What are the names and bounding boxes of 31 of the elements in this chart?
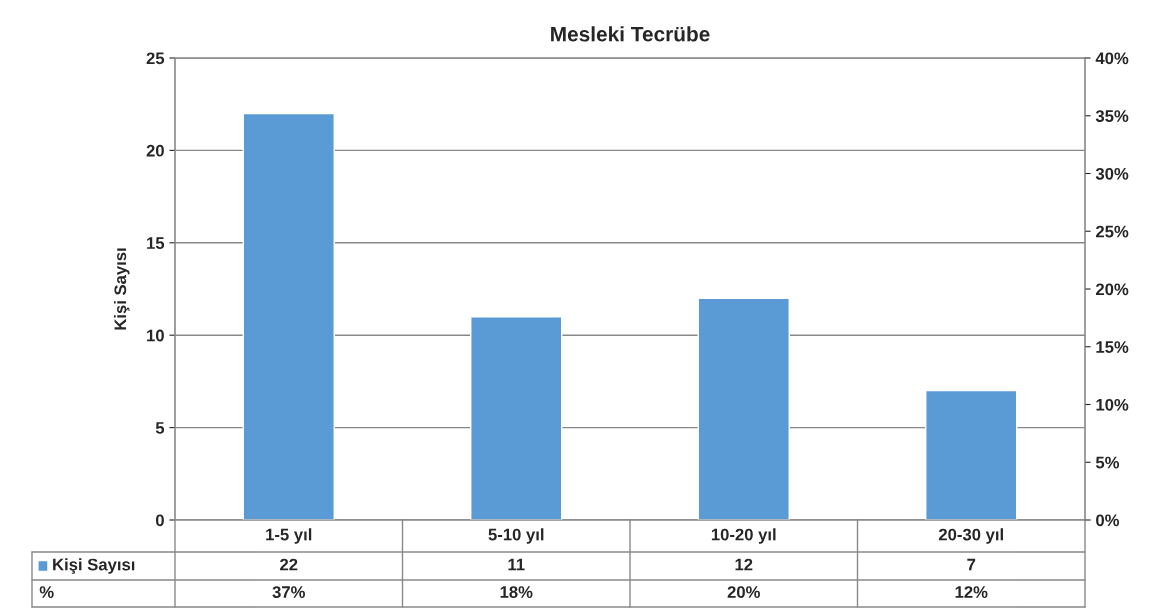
y-tick-label: 0: [155, 514, 164, 527]
text: %: [39, 586, 54, 598]
y2-tick-label: 5%: [1095, 456, 1120, 469]
y2-tick-label: 25%: [1095, 225, 1129, 238]
data-label: 11: [508, 558, 525, 571]
x-tick-label: 5-10 yıl: [488, 528, 544, 544]
y2-tick-label: 15%: [1096, 341, 1129, 353]
data-label: 12: [735, 558, 753, 571]
x-tick-label: 20-30 yıl: [938, 528, 1003, 544]
data-label: 7: [967, 558, 976, 571]
data-label: 22: [280, 558, 298, 571]
y-tick-label: 25: [146, 52, 165, 65]
y2-tick-label: 20%: [1095, 283, 1129, 296]
text: 37%: [272, 586, 305, 598]
y2-tick-label: 0%: [1096, 514, 1120, 527]
y2-tick-label: 30%: [1095, 167, 1129, 180]
x-tick-label: 1-5 yıl: [266, 528, 312, 544]
y2-tick-label: 10%: [1096, 398, 1129, 411]
y-tick-label: 10: [147, 329, 164, 342]
legend-label: Kişi Sayısı: [53, 558, 135, 574]
y2-tick-label: 40%: [1095, 52, 1129, 65]
y2-tick-label: 35%: [1095, 110, 1129, 122]
y-tick-label: 5: [155, 422, 165, 434]
chart-title: Mesleki Tecrübe: [551, 26, 710, 42]
y-tick-label: 15: [147, 237, 165, 249]
y-tick-label: 20: [146, 144, 164, 157]
text: 12%: [955, 586, 988, 598]
x-tick-label: 10-20 yıl: [711, 528, 776, 544]
y-axis-title: Kişi Sayısı: [113, 248, 130, 330]
text: 18%: [500, 586, 533, 598]
text: 20%: [727, 586, 760, 598]
